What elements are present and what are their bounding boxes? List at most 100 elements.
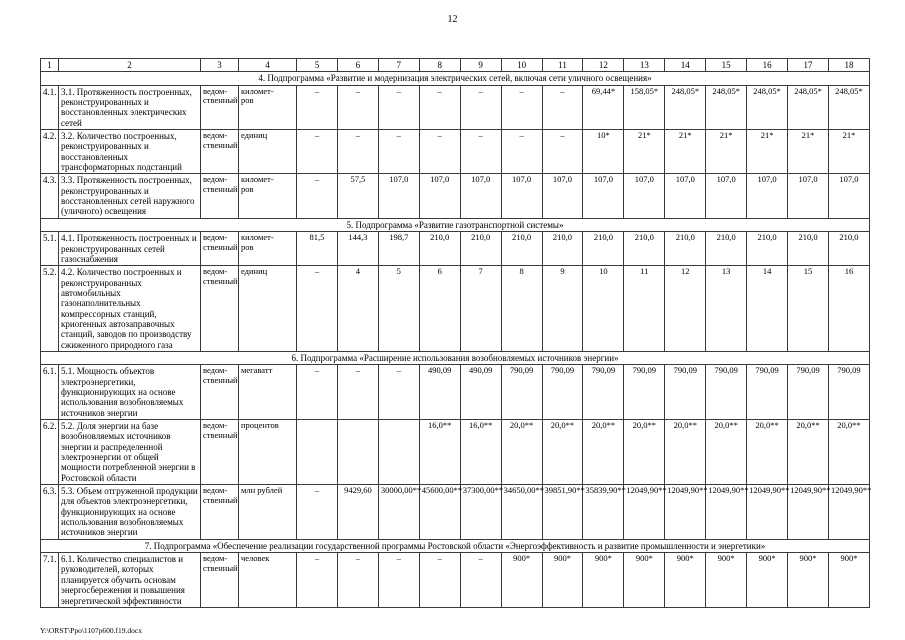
indicator-name: 5.3. Объем отгруженной продукции для объ… bbox=[58, 484, 201, 540]
indicator-value: – bbox=[418, 84, 461, 131]
indicator-value: 20,0** bbox=[623, 418, 666, 486]
indicator-value: 4 bbox=[336, 265, 379, 352]
indicator-value: 35839,90** bbox=[582, 484, 626, 540]
indicator-value bbox=[336, 418, 379, 486]
indicator-kind: ведом- ственный bbox=[200, 129, 239, 175]
indicator-value: 20,0** bbox=[827, 418, 871, 486]
column-number: 13 bbox=[623, 57, 666, 73]
indicator-value: – bbox=[500, 84, 543, 131]
indicator-value: 107,0 bbox=[377, 173, 420, 219]
indicator-value: 900* bbox=[827, 552, 871, 608]
indicator-value: 21* bbox=[827, 129, 871, 175]
indicator-row: 6.1. 5.1. Мощность объектов электроэнерге… bbox=[40, 364, 871, 420]
indicator-value: – bbox=[296, 173, 338, 219]
indicator-value: 69,44* bbox=[582, 84, 625, 131]
indicator-unit: млн рублей bbox=[238, 484, 297, 540]
indicator-value: 158,05* bbox=[623, 84, 666, 131]
column-number: 18 bbox=[827, 57, 871, 73]
indicator-value: 39851,90** bbox=[541, 484, 585, 540]
column-number: 6 bbox=[336, 57, 379, 73]
indicator-value: – bbox=[296, 129, 338, 175]
indicator-value: 21* bbox=[787, 129, 829, 175]
indicator-row: 5.2. 4.2. Количество построенных и реконс… bbox=[40, 265, 871, 352]
indicator-value: 5 bbox=[377, 265, 420, 352]
indicator-unit: единиц bbox=[238, 265, 297, 352]
indicator-row: 5.1. 4.1. Протяженность построенных и рек… bbox=[40, 231, 871, 267]
section-title: 6. Подпрограмма «Расширение использовани… bbox=[40, 350, 870, 366]
indicator-value: 9 bbox=[541, 265, 584, 352]
row-number: 4.2. bbox=[40, 129, 59, 175]
indicator-value: 248,05* bbox=[787, 84, 829, 131]
indicator-value: – bbox=[541, 84, 584, 131]
indicator-value: 12049,90** bbox=[787, 484, 830, 540]
indicator-value: 16 bbox=[827, 265, 871, 352]
indicator-unit: километ- ров bbox=[238, 231, 297, 267]
indicator-value: 21* bbox=[705, 129, 748, 175]
section-title-row: 5. Подпрограмма «Развитие газотранспортн… bbox=[40, 217, 870, 233]
column-number: 10 bbox=[500, 57, 543, 73]
row-number: 4.3. bbox=[40, 173, 59, 219]
indicator-unit: километ- ров bbox=[238, 173, 297, 219]
indicator-value: 248,05* bbox=[746, 84, 789, 131]
indicator-row: 7.1. 6.1. Количество специалистов и руков… bbox=[40, 552, 871, 608]
indicator-value: 9429,60 bbox=[336, 484, 379, 540]
indicator-value: 20,0** bbox=[582, 418, 625, 486]
indicator-value: – bbox=[377, 552, 420, 608]
indicator-value: 790,09 bbox=[705, 364, 748, 420]
indicator-row: 6.2. 5.2. Доля энергии на базе возобновля… bbox=[40, 418, 871, 486]
row-number: 5.1. bbox=[40, 231, 59, 267]
indicator-value: 15 bbox=[787, 265, 829, 352]
indicator-value: – bbox=[377, 129, 420, 175]
column-number: 16 bbox=[746, 57, 789, 73]
indicator-kind: ведом- ственный bbox=[200, 552, 239, 608]
indicator-value: 210,0 bbox=[459, 231, 502, 267]
indicator-name: 4.2. Количество построенных и реконструи… bbox=[58, 265, 201, 352]
column-number: 17 bbox=[787, 57, 829, 73]
indicator-value: 57,5 bbox=[336, 173, 379, 219]
column-number: 1 bbox=[40, 57, 59, 73]
indicator-value: 790,09 bbox=[746, 364, 789, 420]
indicator-name: 3.3. Протяженность построенных, реконстр… bbox=[58, 173, 201, 219]
indicator-kind: ведом- ственный bbox=[200, 484, 239, 540]
column-number: 2 bbox=[58, 57, 201, 73]
indicator-value: 790,09 bbox=[541, 364, 584, 420]
indicator-value: 107,0 bbox=[705, 173, 748, 219]
indicator-value: – bbox=[418, 129, 461, 175]
section-title-row: 6. Подпрограмма «Расширение использовани… bbox=[40, 350, 870, 366]
indicator-name: 5.1. Мощность объектов электроэнергетики… bbox=[58, 364, 201, 420]
indicator-row: 4.1. 3.1. Протяженность построенных, реко… bbox=[40, 84, 871, 131]
indicator-value: – bbox=[296, 265, 338, 352]
indicator-value: 107,0 bbox=[746, 173, 789, 219]
indicator-value: – bbox=[336, 84, 379, 131]
section-title: 7. Подпрограмма «Обеспечение реализации … bbox=[40, 538, 870, 554]
footer-file-path: Y:\ORST\Ppo\1107p600.f19.docx bbox=[40, 626, 142, 635]
indicator-name: 6.1. Количество специалистов и руководит… bbox=[58, 552, 201, 608]
table-body: 4. Подпрограмма «Развитие и модернизация… bbox=[40, 71, 871, 608]
column-number: 14 bbox=[664, 57, 707, 73]
indicators-table: 1 2 3 4 5 6 7 8 9 10 11 12 13 14 15 16 17 18 4. Подпрогра… bbox=[40, 57, 871, 608]
indicator-value: 248,05* bbox=[827, 84, 871, 131]
indicator-value: – bbox=[296, 84, 338, 131]
indicator-value: 210,0 bbox=[582, 231, 625, 267]
indicator-value: 12049,90** bbox=[664, 484, 708, 540]
section-title: 5. Подпрограмма «Развитие газотранспортн… bbox=[40, 217, 870, 233]
indicator-value: 20,0** bbox=[705, 418, 748, 486]
indicator-unit: километ- ров bbox=[238, 84, 297, 131]
indicator-value: 107,0 bbox=[787, 173, 829, 219]
indicator-unit: человек bbox=[238, 552, 297, 608]
indicator-value: 210,0 bbox=[705, 231, 748, 267]
indicator-value: 20,0** bbox=[664, 418, 707, 486]
indicator-value: 107,0 bbox=[459, 173, 502, 219]
indicator-value: 490,09 bbox=[459, 364, 502, 420]
row-number: 4.1. bbox=[40, 84, 59, 131]
page-number: 12 bbox=[447, 14, 458, 25]
indicator-value: 210,0 bbox=[787, 231, 829, 267]
section-title-row: 7. Подпрограмма «Обеспечение реализации … bbox=[40, 538, 870, 554]
row-number: 6.1. bbox=[40, 364, 59, 420]
indicator-value: 20,0** bbox=[787, 418, 829, 486]
indicator-value: – bbox=[500, 129, 543, 175]
indicator-value: 12049,90** bbox=[746, 484, 790, 540]
indicator-value: – bbox=[459, 129, 502, 175]
indicator-value: 107,0 bbox=[418, 173, 461, 219]
indicator-value: 900* bbox=[500, 552, 543, 608]
